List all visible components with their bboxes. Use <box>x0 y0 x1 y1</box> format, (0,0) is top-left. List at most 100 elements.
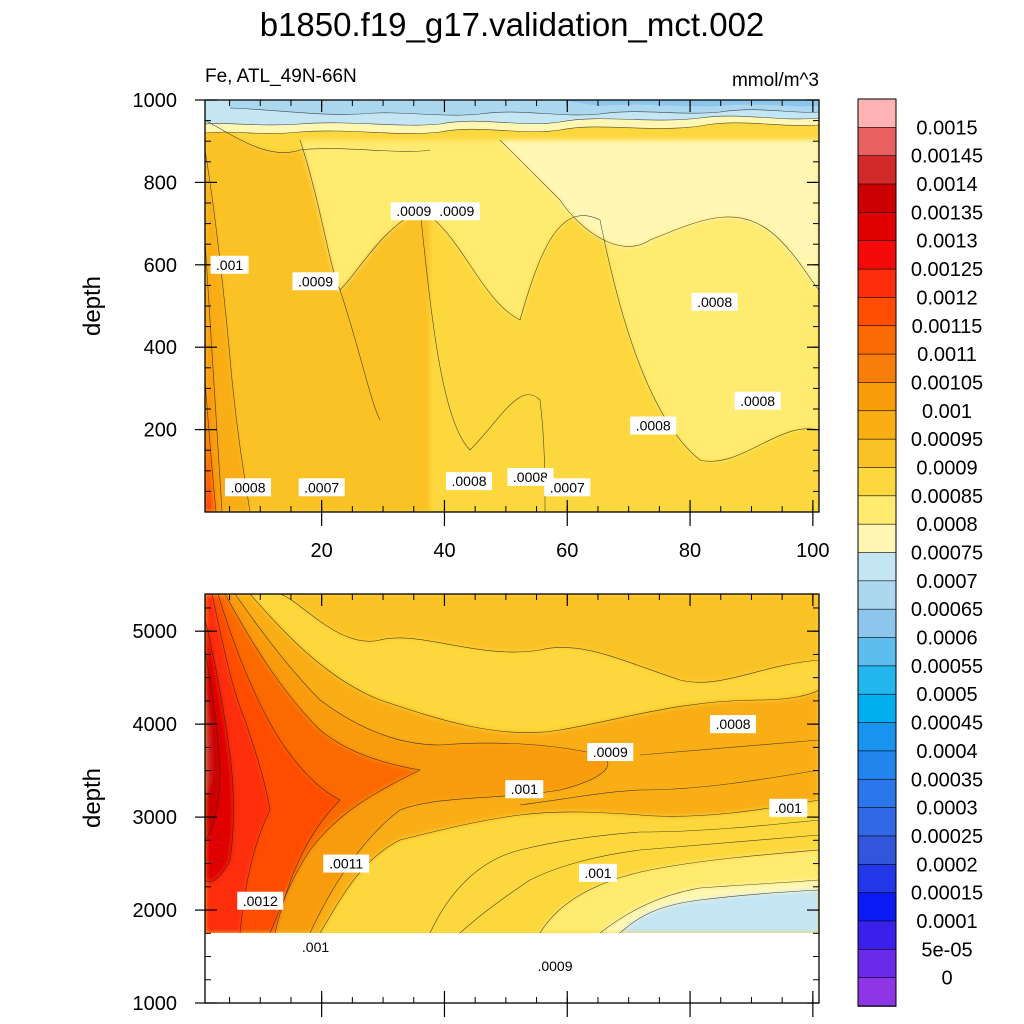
colorbar-label: 0.0015 <box>916 117 977 139</box>
contour-label-bg <box>578 863 617 882</box>
contour-label: .001 <box>769 798 808 817</box>
contour-label-bg <box>734 391 781 410</box>
contour-label-bg <box>237 891 284 910</box>
colorbar-swatch <box>857 892 897 922</box>
y-tick-label: 200 <box>144 420 177 442</box>
colorbar-swatch <box>857 297 897 327</box>
y-tick-label: 1000 <box>133 993 178 1015</box>
colorbar-label: 0.0014 <box>916 174 977 196</box>
contour-label-bg <box>691 292 738 311</box>
contour-label: .0009 <box>531 956 578 975</box>
contour-label-bg <box>505 780 544 799</box>
colorbar-swatch <box>857 665 897 696</box>
colorbar-label: 0 <box>941 968 952 990</box>
units-label: mmol/m^3 <box>732 70 819 91</box>
y-tick-label: 800 <box>144 172 177 194</box>
contour-label-bg <box>710 715 757 734</box>
lower-axes: 1000 2000 3000 4000 5000 depth <box>79 594 819 1017</box>
contour-label-text: .0011 <box>329 856 363 872</box>
contour-label: .001 <box>296 938 335 957</box>
contour-label: .0009 <box>390 202 437 221</box>
colorbar-swatch <box>857 467 897 497</box>
colorbar-label: 0.00115 <box>912 316 983 338</box>
contour-label-text: .0008 <box>697 294 732 310</box>
colorbar-swatch <box>857 240 897 270</box>
upper-contour-field <box>205 100 819 512</box>
colorbar-swatch <box>857 268 897 299</box>
contour-label-text: .0009 <box>298 273 333 289</box>
colorbar-swatch <box>857 920 897 951</box>
colorbar-swatch <box>857 495 897 525</box>
colorbar-swatch <box>857 552 897 582</box>
contour-label: .0008 <box>446 472 493 491</box>
colorbar-label: 0.00095 <box>911 429 983 451</box>
chart-title: b1850.f19_g17.validation_mct.002 <box>260 6 765 43</box>
x-tick-label: 40 <box>433 540 455 562</box>
contour-label-bg <box>769 798 808 817</box>
contour-label: .0007 <box>544 478 591 497</box>
contour-label: .0008 <box>691 292 738 311</box>
upper-axes: 20 40 60 80 100 200 400 600 800 1000 depth <box>79 90 830 562</box>
contour-label-bg <box>630 416 677 435</box>
colorbar-swatch <box>857 410 897 440</box>
contour-label-bg <box>433 202 480 221</box>
colorbar-swatch <box>857 127 897 157</box>
colorbar-swatch <box>857 98 897 129</box>
contour-label-text: .0009 <box>593 744 628 760</box>
colorbar-swatch <box>857 778 897 809</box>
x-tick-label: 80 <box>679 540 701 562</box>
colorbar-swatch <box>857 353 897 384</box>
colorbar-swatch <box>857 750 897 781</box>
region-label: Fe, ATL_49N-66N <box>205 66 357 87</box>
lower-panel: 1000 2000 3000 4000 5000 depth .0009 .001 .0012… <box>79 593 820 1017</box>
y-axis-label: depth <box>79 276 106 336</box>
colorbar-swatch <box>857 183 897 214</box>
contour-label-bg <box>292 272 339 291</box>
contour-label-text: .001 <box>511 781 538 797</box>
contour-label: .0009 <box>587 743 634 762</box>
contour-label-text: .001 <box>584 865 611 881</box>
colorbar: 0.0015 0.00145 0.0014 0.00135 0.0013 0.00125 0… <box>857 98 983 1007</box>
y-tick-label: 1000 <box>133 90 178 112</box>
colorbar-swatch <box>857 807 897 837</box>
colorbar-label: 0.0008 <box>916 514 977 536</box>
contour-label-text: .0008 <box>740 393 775 409</box>
colorbar-swatch <box>857 438 897 469</box>
lower-contour-labels: .0009 .001 .0012 .0011 .001 .001 .001 .0009 .000… <box>237 715 808 975</box>
contour-label: .0009 <box>292 272 339 291</box>
colorbar-label: 0.00035 <box>911 769 983 791</box>
contour-label-bg <box>544 478 591 497</box>
contour-label-text: .001 <box>302 939 329 955</box>
colorbar-swatch <box>857 155 897 185</box>
lower-frame <box>204 593 820 1004</box>
contour-label-text: .001 <box>775 800 802 816</box>
contour-label: .001 <box>578 863 617 882</box>
colorbar-label: 0.0011 <box>917 344 977 366</box>
colorbar-label: 0.0005 <box>916 684 977 706</box>
contour-label-bg <box>390 202 437 221</box>
contour-label-text: .0008 <box>513 469 548 485</box>
contour-label-text: .0008 <box>230 479 265 495</box>
upper-contour-labels: .0008.0007.0008.0008.0007.0008.0008.0008… <box>210 202 781 497</box>
y-tick-label: 3000 <box>133 807 178 829</box>
colorbar-swatch <box>857 693 897 724</box>
colorbar-swatch <box>857 608 897 639</box>
contour-label-text: .0008 <box>716 716 751 732</box>
colorbar-label: 0.001 <box>922 401 972 423</box>
colorbar-label: 0.0007 <box>916 571 977 593</box>
contour-label: .0007 <box>298 478 345 497</box>
contour-label-bg <box>323 854 370 873</box>
contour-label-text: .0012 <box>243 893 278 909</box>
contour-label-text: .0009 <box>439 203 474 219</box>
contour-label: .0009 <box>433 202 480 221</box>
x-tick-label: 60 <box>556 540 578 562</box>
colorbar-label: 0.0003 <box>916 798 977 820</box>
colorbar-swatch <box>857 977 897 1007</box>
y-tick-label: 4000 <box>133 714 178 736</box>
colorbar-label: 0.0004 <box>916 741 977 763</box>
colorbar-label: 0.0009 <box>916 457 977 479</box>
colorbar-swatch <box>857 325 897 355</box>
contour-label-bg <box>296 938 335 957</box>
